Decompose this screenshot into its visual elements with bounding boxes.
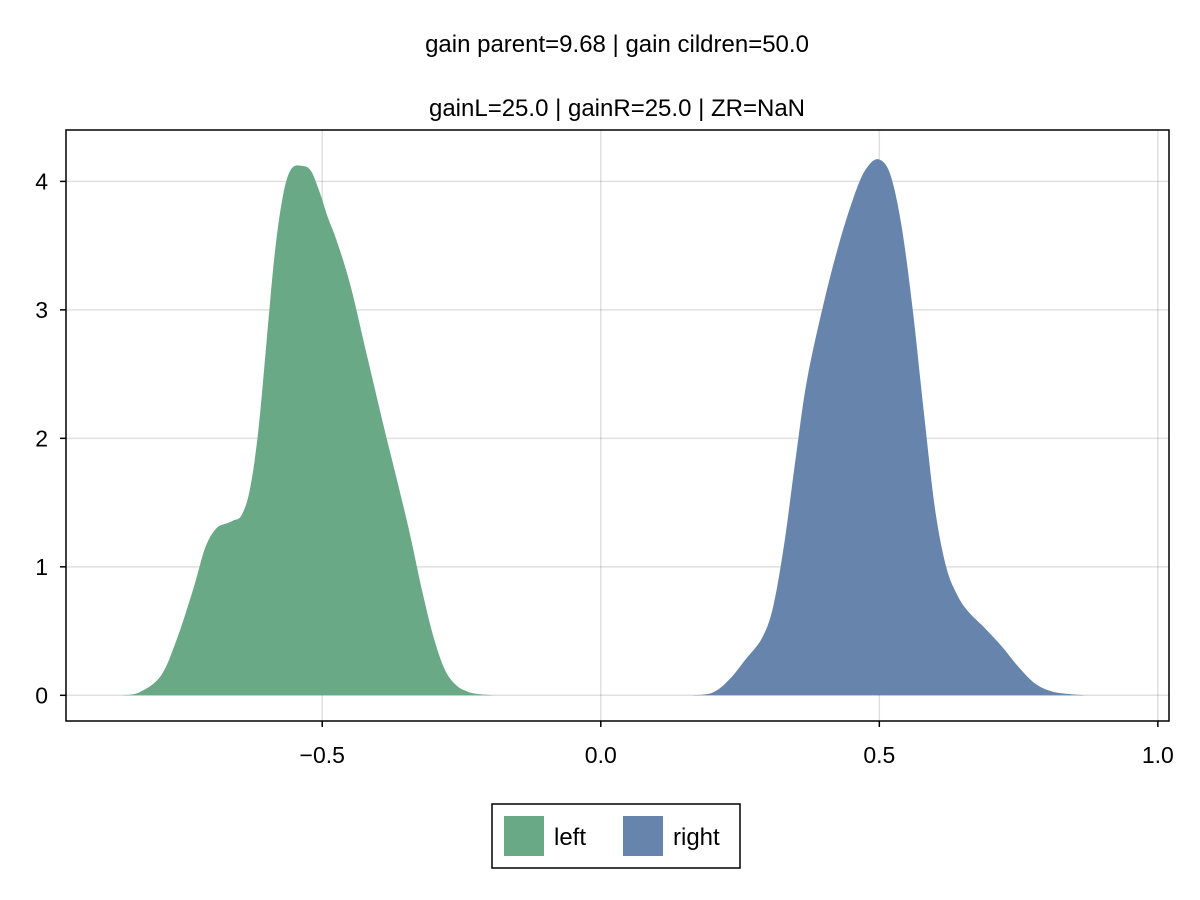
y-tick-label-3: 3 [35,297,48,323]
density-areas [121,159,1103,696]
plot-frame [65,129,1170,722]
y-tick-label-0: 0 [35,682,48,708]
axis-ticks: −0.5 0.0 0.5 1.0 0 1 2 3 4 [35,168,1174,768]
density-area-left [121,165,495,696]
y-tick-label-2: 2 [35,425,48,451]
legend-label-right: right [673,824,720,851]
y-tick-label-4: 4 [35,168,48,194]
x-tick-label-1: 0.0 [585,742,617,768]
chart-title: gain parent=9.68 | gain cildren=50.0 [425,31,809,58]
legend-label-left: left [554,824,586,851]
legend-swatch-right [623,816,663,856]
x-tick-label-2: 0.5 [863,742,895,768]
chart-subtitle: gainL=25.0 | gainR=25.0 | ZR=NaN [429,95,805,122]
density-area-right [689,159,1103,696]
x-tick-label-0: −0.5 [300,742,345,768]
legend: left right [491,803,741,869]
y-tick-label-1: 1 [35,554,48,580]
x-tick-label-3: 1.0 [1142,742,1174,768]
legend-swatch-left [504,816,544,856]
